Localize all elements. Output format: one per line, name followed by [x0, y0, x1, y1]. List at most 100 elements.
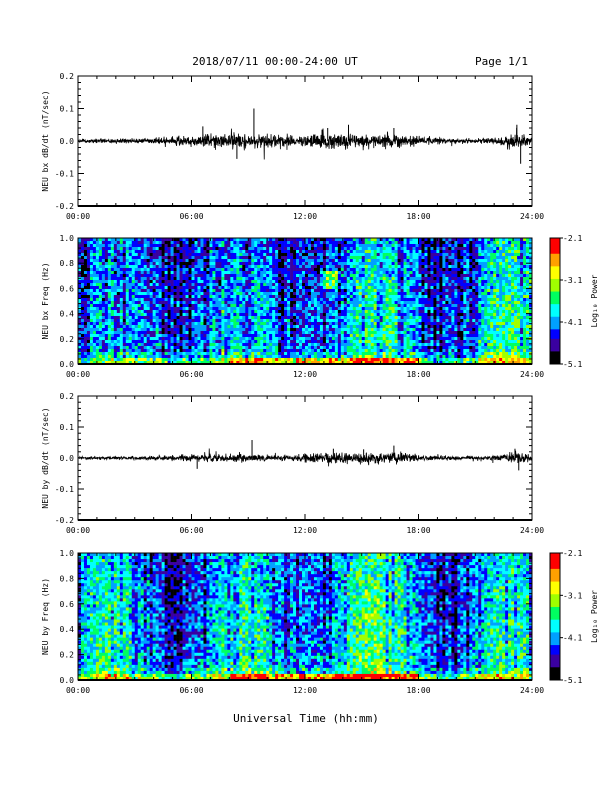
- heatmap-cell: [179, 292, 183, 296]
- heatmap-cell: [95, 265, 100, 269]
- heatmap-cell: [275, 268, 279, 272]
- heatmap-cell: [140, 310, 145, 314]
- heatmap-cell: [433, 241, 437, 245]
- heatmap-cell: [430, 241, 434, 245]
- heatmap-cell: [191, 289, 195, 293]
- heatmap-cell: [421, 259, 425, 263]
- heatmap-cell: [161, 307, 165, 311]
- heatmap-cell: [116, 262, 121, 266]
- heatmap-cell: [361, 298, 366, 302]
- heatmap-cell: [275, 295, 279, 299]
- heatmap-cell: [319, 313, 324, 317]
- heatmap-cell: [412, 301, 416, 305]
- heatmap-cell: [406, 277, 410, 281]
- heatmap-cell: [233, 301, 237, 305]
- heatmap-cell: [340, 262, 345, 266]
- heatmap-cell: [269, 268, 273, 272]
- heatmap-cell: [299, 322, 303, 326]
- heatmap-cell: [331, 310, 336, 314]
- heatmap-cell: [197, 238, 201, 242]
- heatmap-cell: [457, 259, 461, 263]
- heatmap-cell: [188, 247, 192, 251]
- heatmap-cell: [358, 268, 363, 272]
- heatmap-cell: [364, 259, 369, 263]
- heatmap-cell: [260, 277, 264, 281]
- heatmap-cell: [517, 295, 521, 299]
- heatmap-cell: [140, 247, 145, 251]
- heatmap-cell: [385, 277, 389, 281]
- heatmap-cell: [445, 265, 449, 269]
- heatmap-cells-1: [78, 238, 533, 365]
- heatmap-cell: [325, 316, 330, 320]
- heatmap-cell: [400, 310, 404, 314]
- heatmap-cell: [358, 325, 363, 329]
- heatmap-cell: [134, 316, 139, 320]
- heatmap-cell: [430, 286, 434, 290]
- heatmap-cell: [194, 298, 198, 302]
- heatmap-cell: [218, 307, 222, 311]
- heatmap-cell: [89, 241, 94, 245]
- heatmap-cell: [433, 268, 437, 272]
- heatmap-cell: [529, 247, 533, 251]
- heatmap-cell: [469, 253, 473, 257]
- heatmap-cell: [137, 304, 142, 308]
- heatmap-cell: [89, 328, 94, 332]
- heatmap-cell: [448, 238, 452, 242]
- heatmap-cell: [466, 271, 470, 275]
- heatmap-cell: [457, 331, 461, 335]
- heatmap-cell: [427, 253, 431, 257]
- heatmap-cell: [269, 313, 273, 317]
- heatmap-cell: [116, 271, 121, 275]
- heatmap-cell: [355, 268, 360, 272]
- heatmap-cell: [319, 241, 324, 245]
- heatmap-cell: [167, 292, 171, 296]
- heatmap-cell: [80, 259, 85, 263]
- heatmap-cell: [331, 325, 336, 329]
- heatmap-cell: [200, 322, 204, 326]
- heatmap-cell: [364, 316, 369, 320]
- heatmap-cell: [313, 241, 318, 245]
- heatmap-cell: [218, 238, 222, 242]
- heatmap-cell: [472, 292, 476, 296]
- heatmap-cell: [302, 316, 306, 320]
- heatmap-cell: [415, 262, 419, 266]
- heatmap-cell: [158, 286, 162, 290]
- heatmap-cell: [340, 298, 345, 302]
- heatmap-cell: [457, 301, 461, 305]
- heatmap-cell: [191, 316, 195, 320]
- heatmap-cell: [230, 301, 234, 305]
- heatmap-cell: [203, 292, 207, 296]
- heatmap-cell: [376, 331, 380, 335]
- heatmap-cell: [361, 241, 366, 245]
- heatmap-cell: [113, 301, 118, 305]
- heatmap-cell: [367, 262, 372, 266]
- heatmap-cell: [140, 295, 145, 299]
- heatmap-cell: [397, 241, 401, 245]
- heatmap-cell: [260, 310, 264, 314]
- heatmap-cell: [337, 310, 342, 314]
- heatmap-cell: [433, 301, 437, 305]
- heatmap-cell: [209, 304, 213, 308]
- heatmap-cell: [352, 328, 357, 332]
- heatmap-cell: [343, 271, 348, 275]
- heatmap-cell: [80, 295, 85, 299]
- heatmap-cell: [448, 313, 452, 317]
- heatmap-cell: [296, 271, 300, 275]
- heatmap-cell: [517, 322, 521, 326]
- heatmap-cell: [254, 244, 258, 248]
- heatmap-cell: [257, 277, 261, 281]
- heatmap-cell: [140, 286, 145, 290]
- heatmap-cell: [122, 280, 127, 284]
- heatmap-cell: [80, 253, 85, 257]
- heatmap-cell: [236, 304, 240, 308]
- heatmap-cell: [505, 280, 509, 284]
- heatmap-cell: [131, 286, 136, 290]
- heatmap-cell: [400, 268, 404, 272]
- heatmap-cell: [116, 277, 121, 281]
- heatmap-cell: [385, 259, 389, 263]
- x-tick-label: 18:00: [406, 212, 430, 221]
- heatmap-cell: [436, 259, 440, 263]
- heatmap-cell: [334, 331, 339, 335]
- heatmap-cell: [260, 262, 264, 266]
- heatmap-cell: [331, 301, 336, 305]
